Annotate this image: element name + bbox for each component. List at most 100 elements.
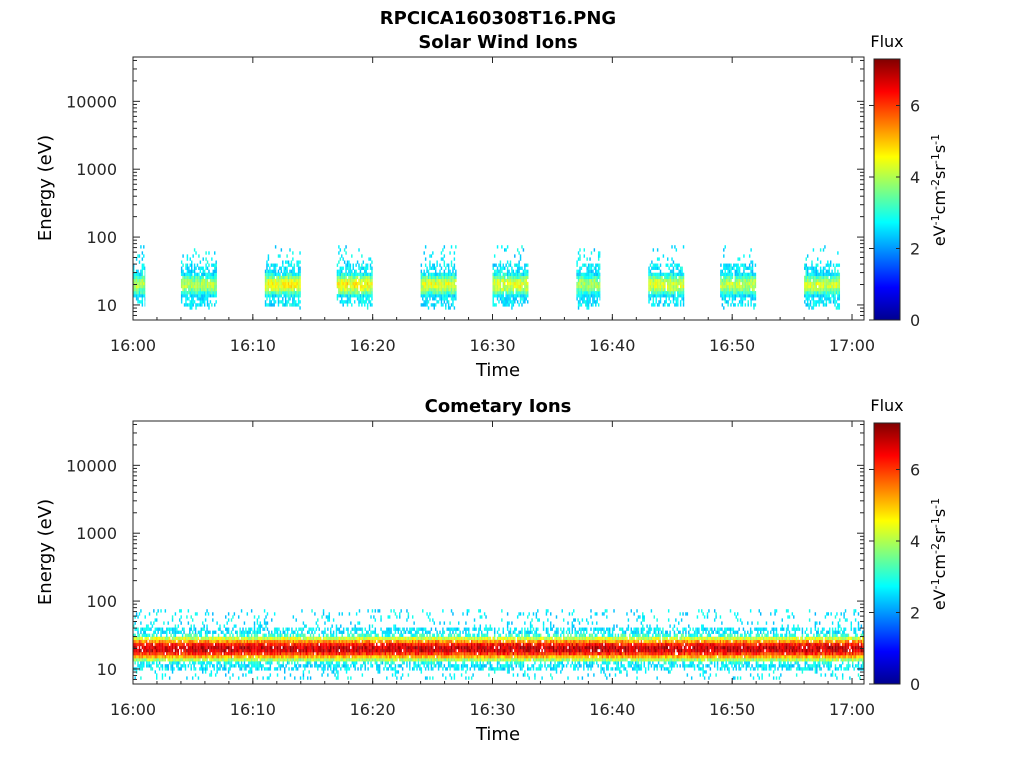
heatmap-cell xyxy=(266,612,269,616)
heatmap-cell xyxy=(229,664,231,668)
heatmap-cell xyxy=(447,294,450,298)
heatmap-cell xyxy=(227,630,230,634)
heatmap-cell xyxy=(284,269,287,273)
heatmap-cell xyxy=(144,294,146,298)
heatmap-cell xyxy=(348,287,350,292)
heatmap-cell xyxy=(682,272,685,277)
heatmap-cell xyxy=(495,269,497,273)
heatmap-cell xyxy=(452,272,454,277)
heatmap-cell xyxy=(747,272,749,277)
heatmap-cell xyxy=(143,630,145,634)
heatmap-cell xyxy=(364,294,366,298)
heatmap-cell xyxy=(334,651,336,656)
heatmap-cell xyxy=(370,658,372,662)
heatmap-cell xyxy=(815,294,818,298)
heatmap-cell xyxy=(203,624,205,628)
heatmap-cell xyxy=(829,281,832,286)
heatmap-cell xyxy=(205,251,207,255)
heatmap-cell xyxy=(289,284,291,289)
heatmap-cell xyxy=(348,281,350,286)
heatmap-cell xyxy=(377,639,379,644)
heatmap-cell xyxy=(838,272,841,277)
heatmap-cell xyxy=(330,661,332,665)
heatmap-cell xyxy=(199,630,201,634)
heatmap-cell xyxy=(364,300,366,304)
heatmap-cell xyxy=(287,300,290,304)
heatmap-cell xyxy=(355,636,358,641)
heatmap-cell xyxy=(831,287,833,292)
heatmap-cell xyxy=(725,291,728,295)
heatmap-cell xyxy=(293,281,296,286)
heatmap-cell xyxy=(206,624,208,628)
heatmap-cell xyxy=(219,651,221,656)
heatmap-cell xyxy=(347,667,349,671)
heatmap-cell xyxy=(822,272,825,277)
heatmap-cell xyxy=(678,263,680,267)
heatmap-cell xyxy=(201,275,203,280)
heatmap-cell xyxy=(232,627,234,631)
heatmap-cell xyxy=(422,294,424,298)
heatmap-cell xyxy=(271,633,273,637)
heatmap-cell xyxy=(371,275,373,280)
heatmap-cell xyxy=(659,300,662,304)
heatmap-cell xyxy=(509,263,512,267)
heatmap-cell xyxy=(437,284,440,289)
heatmap-cell xyxy=(194,636,197,641)
heatmap-cell xyxy=(455,278,457,283)
heatmap-cell xyxy=(315,648,318,653)
heatmap-cell xyxy=(327,636,329,641)
heatmap-cell xyxy=(180,609,182,613)
heatmap-cell xyxy=(295,645,297,650)
heatmap-cell xyxy=(180,642,182,647)
heatmap-cell xyxy=(206,287,209,292)
heatmap-cell xyxy=(586,287,588,292)
heatmap-cell xyxy=(315,627,318,631)
heatmap-cell xyxy=(380,615,382,619)
heatmap-cell xyxy=(191,645,194,650)
heatmap-cell xyxy=(340,630,342,634)
heatmap-cell xyxy=(343,284,346,289)
heatmap-cell xyxy=(674,294,676,298)
heatmap-cell xyxy=(511,306,513,310)
heatmap-cell xyxy=(589,300,591,304)
heatmap-cell xyxy=(829,297,832,301)
heatmap-cell xyxy=(274,263,277,267)
heatmap-cell xyxy=(295,651,297,656)
heatmap-cell xyxy=(193,658,195,662)
heatmap-cell xyxy=(824,297,826,301)
heatmap-cell xyxy=(825,281,828,286)
heatmap-cell xyxy=(292,287,294,292)
heatmap-cell xyxy=(242,648,244,653)
heatmap-cell xyxy=(140,278,142,283)
heatmap-cell xyxy=(672,278,675,283)
heatmap-cell xyxy=(504,272,506,277)
heatmap-cell xyxy=(281,642,283,647)
heatmap-cell xyxy=(227,667,230,671)
heatmap-cell xyxy=(504,284,506,289)
heatmap-cell xyxy=(186,269,189,273)
heatmap-cell xyxy=(327,655,329,659)
heatmap-cell xyxy=(651,260,653,264)
x-tick-label: 17:00 xyxy=(829,336,875,355)
heatmap-cell xyxy=(264,269,267,273)
heatmap-cell xyxy=(371,642,374,647)
heatmap-cell xyxy=(199,278,202,283)
heatmap-cell xyxy=(297,278,300,283)
heatmap-cell xyxy=(297,297,300,301)
heatmap-cell xyxy=(669,272,672,277)
heatmap-cell xyxy=(214,266,216,270)
heatmap-cell xyxy=(347,648,349,653)
heatmap-cell xyxy=(665,294,667,298)
heatmap-cell xyxy=(248,648,250,653)
heatmap-cell xyxy=(452,275,454,280)
heatmap-cell xyxy=(514,281,516,286)
heatmap-cell xyxy=(286,630,289,634)
heatmap-cell xyxy=(358,658,361,662)
heatmap-cell xyxy=(176,651,178,656)
heatmap-cell xyxy=(318,636,320,641)
heatmap-cell xyxy=(599,254,601,258)
heatmap-cell xyxy=(239,655,241,659)
heatmap-cell xyxy=(322,651,325,656)
heatmap-cell xyxy=(349,284,352,289)
heatmap-cell xyxy=(215,281,217,286)
